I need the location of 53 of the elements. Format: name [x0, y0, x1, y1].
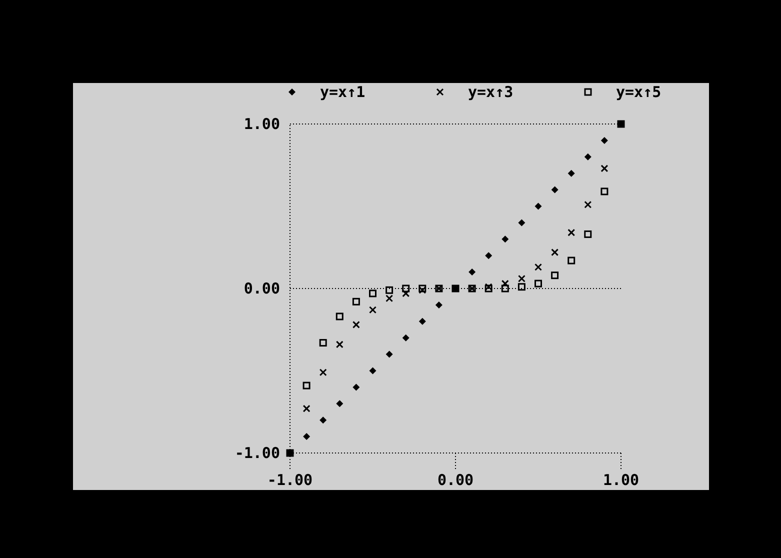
- point: [584, 200, 592, 208]
- x-tick-label: 1.00: [602, 471, 640, 489]
- point: [485, 252, 492, 260]
- point: [402, 284, 410, 292]
- point: [584, 230, 592, 238]
- point: [468, 268, 476, 276]
- point: [502, 236, 509, 243]
- y-tick-label: 1.00: [244, 114, 280, 133]
- point: [336, 312, 344, 320]
- point: [418, 318, 426, 325]
- point: [568, 170, 575, 177]
- point: [600, 188, 608, 196]
- x-tick-label: -1.00: [267, 471, 313, 489]
- point: [352, 298, 360, 306]
- point: [386, 294, 394, 302]
- point: [600, 164, 608, 172]
- y-tick-label: 0.00: [244, 279, 280, 298]
- point: [402, 334, 410, 342]
- point: [534, 202, 542, 210]
- point: [551, 272, 559, 280]
- point: [518, 283, 526, 291]
- point: [319, 368, 327, 376]
- point: [518, 219, 526, 226]
- point: [435, 301, 442, 308]
- point: [369, 290, 376, 298]
- point: [302, 382, 310, 390]
- point: [501, 284, 509, 292]
- x-tick-label: 0.00: [437, 471, 474, 489]
- point: [518, 274, 526, 282]
- point: [600, 136, 608, 144]
- point: [534, 280, 542, 288]
- point: [386, 286, 394, 294]
- point: [551, 248, 559, 256]
- legend-label: y=x↑3: [468, 83, 514, 101]
- legend-label: y=x↑1: [320, 83, 366, 101]
- point: [534, 263, 542, 271]
- point: [551, 186, 558, 194]
- y-tick-label: -1.00: [234, 444, 280, 462]
- point: [320, 416, 327, 424]
- point: [568, 256, 576, 264]
- point: [319, 339, 327, 347]
- legend-label: y=x↑5: [616, 83, 662, 101]
- point: [303, 433, 310, 440]
- point: [352, 384, 360, 391]
- point: [386, 350, 393, 358]
- point: [369, 306, 376, 314]
- point: [369, 367, 376, 374]
- point: [336, 340, 344, 348]
- point: [352, 320, 360, 328]
- point: [302, 404, 310, 412]
- point: [584, 153, 592, 160]
- point: [568, 228, 576, 236]
- point: [336, 400, 344, 408]
